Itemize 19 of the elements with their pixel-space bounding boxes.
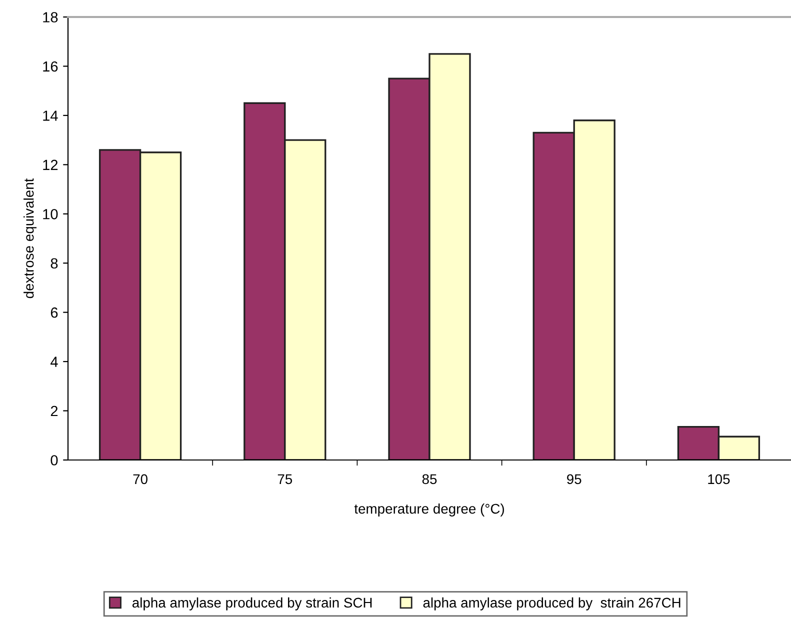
y-tick-label: 10 — [43, 208, 58, 220]
x-tick-label: 75 — [278, 474, 292, 484]
x-tick-label: 70 — [133, 474, 148, 484]
y-tick-label: 4 — [50, 356, 58, 367]
x-tick-label: 105 — [708, 474, 730, 484]
y-tick-label: 18 — [43, 12, 58, 22]
y-tick-label: 14 — [43, 110, 58, 121]
y-tick-label: 16 — [43, 61, 58, 72]
x-tick-label: 95 — [567, 474, 582, 484]
y-axis-title: dextrose equivalent — [24, 178, 37, 298]
y-tick-label: 12 — [43, 160, 58, 170]
y-tick-label: 0 — [50, 455, 58, 466]
y-tick-label: 8 — [50, 258, 58, 269]
y-tick-label: 2 — [50, 406, 58, 416]
x-axis-title: temperature degree (°C) — [354, 504, 504, 516]
legend-label: alpha amylase produced by strain SCH — [132, 597, 372, 610]
x-tick-label: 85 — [422, 474, 437, 484]
legend-label: alpha amylase produced by strain 267CH — [423, 597, 680, 610]
y-tick-label: 6 — [50, 307, 58, 318]
